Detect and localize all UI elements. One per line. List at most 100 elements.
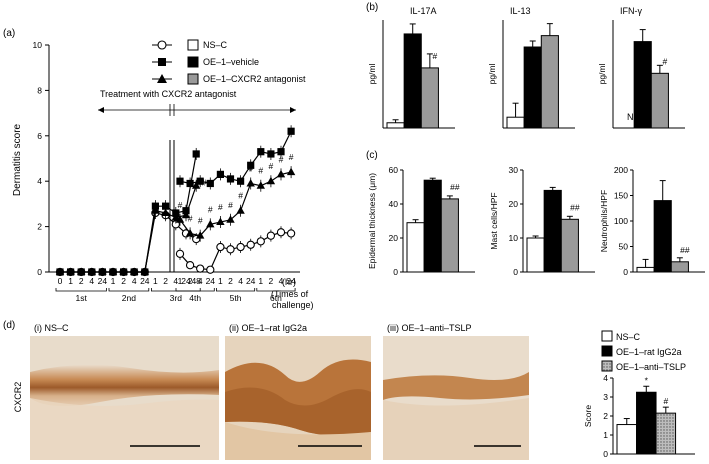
significance-mark: # bbox=[289, 152, 294, 162]
point-ns-c bbox=[266, 231, 276, 240]
legend-d-tslp: OE–1–anti–TSLP bbox=[616, 362, 686, 372]
point-antagonist bbox=[175, 215, 185, 223]
point-ns-c bbox=[206, 265, 215, 274]
chart-a-xtick-label: 48 bbox=[191, 276, 201, 286]
ytick-label: 150 bbox=[614, 191, 628, 201]
panel-label-c: (c) bbox=[366, 150, 378, 161]
chart-a-xtick-label: 1 bbox=[111, 276, 116, 286]
chart-c-epi: 0 20 40 60 Epidermal thickness (μm) ## bbox=[367, 165, 475, 277]
chart-a-xtick-label: 24 bbox=[181, 276, 191, 286]
chart-a-xtick-label: 2 bbox=[188, 276, 193, 286]
bar-2 bbox=[560, 218, 579, 273]
point-antagonist bbox=[226, 215, 235, 223]
point-antagonist bbox=[181, 210, 191, 219]
legend-marker-vehicle bbox=[158, 58, 166, 66]
significance-mark: # bbox=[432, 51, 437, 61]
point-ns-c bbox=[276, 228, 286, 237]
point-vehicle bbox=[186, 179, 194, 188]
point-antagonist bbox=[192, 181, 201, 189]
point-antagonist bbox=[76, 267, 86, 275]
legend-marker-antagonist bbox=[157, 74, 167, 83]
bar-2 bbox=[420, 67, 439, 129]
significance-mark: * bbox=[645, 375, 649, 385]
chart-a-ytick-label: 6 bbox=[37, 131, 42, 141]
ylabel: Neutrophils/HPF bbox=[599, 190, 609, 252]
ytick-label: 0 bbox=[393, 267, 398, 277]
point-antagonist bbox=[66, 267, 75, 275]
bar-0 bbox=[616, 424, 638, 455]
point-antagonist bbox=[246, 178, 255, 187]
ytick-label: 10 bbox=[509, 233, 519, 243]
significance-mark: # bbox=[258, 166, 263, 176]
point-vehicle bbox=[267, 150, 275, 158]
chart-a-ytick-label: 4 bbox=[37, 176, 42, 186]
chart-a-ylabel: Dermatitis score bbox=[12, 123, 23, 196]
chart-a-xtick-label: 24 bbox=[246, 276, 256, 286]
bar-0 bbox=[406, 222, 425, 273]
point-ns-c bbox=[236, 242, 245, 252]
ylabel: pg/ml bbox=[597, 64, 607, 85]
bar-0 bbox=[386, 122, 405, 129]
challenge-label: 2nd bbox=[122, 293, 136, 303]
legend-swatch-antagonist bbox=[187, 73, 199, 85]
point-antagonist bbox=[140, 267, 149, 275]
point-antagonist bbox=[87, 267, 96, 275]
chart-d-legend: NS–C OE–1–rat IgG2a OE–1–anti–TSLP bbox=[601, 330, 686, 372]
chart-a-xtick-label: 24 bbox=[98, 276, 108, 286]
chart-b-ifng: pg/ml # bbox=[597, 20, 685, 129]
legend-label-vehicle: OE–1–vehicle bbox=[203, 57, 259, 67]
chart-a-xtick-label: 24 bbox=[286, 276, 296, 286]
ytick-label: 200 bbox=[614, 165, 628, 175]
chart-a-xtick-label: 2 bbox=[269, 276, 274, 286]
ylabel: pg/ml bbox=[367, 64, 377, 85]
chart-a-xtick-label: 1 bbox=[258, 276, 263, 286]
challenge-label: 3rd bbox=[170, 293, 183, 303]
challenge-bracket bbox=[256, 288, 296, 292]
ytick-label: 2 bbox=[603, 411, 608, 421]
ytick-label: 40 bbox=[389, 199, 399, 209]
title-il13: IL-13 bbox=[510, 6, 531, 16]
x-unit-hr: (hr) bbox=[282, 277, 296, 287]
chart-a-xtick-label: 0 bbox=[58, 276, 63, 286]
bar-2 bbox=[655, 412, 677, 455]
bar-2 bbox=[540, 35, 559, 129]
chart-a-xtick-label: 1 bbox=[178, 276, 183, 286]
challenge-bracket bbox=[216, 288, 256, 292]
significance-mark: # bbox=[218, 202, 223, 212]
point-antagonist bbox=[206, 219, 215, 228]
chart-a-xtick-label: 2 bbox=[228, 276, 233, 286]
significance-mark: # bbox=[238, 191, 243, 201]
legend-d-igg2a: OE–1–rat IgG2a bbox=[616, 347, 682, 357]
chart-a-xtick-label: 4 bbox=[238, 276, 243, 286]
point-vehicle bbox=[277, 148, 285, 156]
point-ns-c bbox=[216, 242, 225, 252]
treatment-arrow bbox=[98, 104, 296, 116]
point-vehicle bbox=[192, 150, 200, 158]
ifng-nd-label: ND bbox=[627, 112, 640, 122]
chart-a-xtick-label: 24 bbox=[206, 276, 216, 286]
chart-c-mast: 0 10 20 30 Mast cells/HPF ## bbox=[489, 165, 595, 277]
bar-1 bbox=[636, 391, 657, 455]
point-vehicle bbox=[287, 127, 295, 135]
significance-mark: ## bbox=[680, 245, 690, 255]
ytick-label: 3 bbox=[603, 392, 608, 402]
legend-swatch-d-ns-c bbox=[601, 330, 613, 342]
point-antagonist bbox=[130, 267, 139, 275]
ytick-label: 0 bbox=[513, 267, 518, 277]
chart-a-xtick-label: 1 bbox=[68, 276, 73, 286]
micrograph-ylabel: CXCR2 bbox=[13, 382, 23, 413]
legend-d-ns-c: NS–C bbox=[616, 332, 641, 342]
significance-mark: # bbox=[663, 396, 668, 406]
legend-marker-ns-c bbox=[157, 40, 167, 50]
point-antagonist bbox=[108, 267, 118, 275]
point-ns-c bbox=[196, 264, 205, 273]
significance-mark: ## bbox=[450, 182, 460, 192]
chart-a-xtick-label: 2 bbox=[163, 276, 168, 286]
panel-label-d: (d) bbox=[3, 320, 15, 331]
bar-1 bbox=[543, 189, 562, 273]
significance-mark: # bbox=[202, 178, 207, 188]
point-vehicle bbox=[257, 148, 265, 156]
ytick-label: 60 bbox=[389, 165, 399, 175]
chart-a-xtick-label: 24 bbox=[140, 276, 150, 286]
point-antagonist bbox=[216, 217, 225, 226]
